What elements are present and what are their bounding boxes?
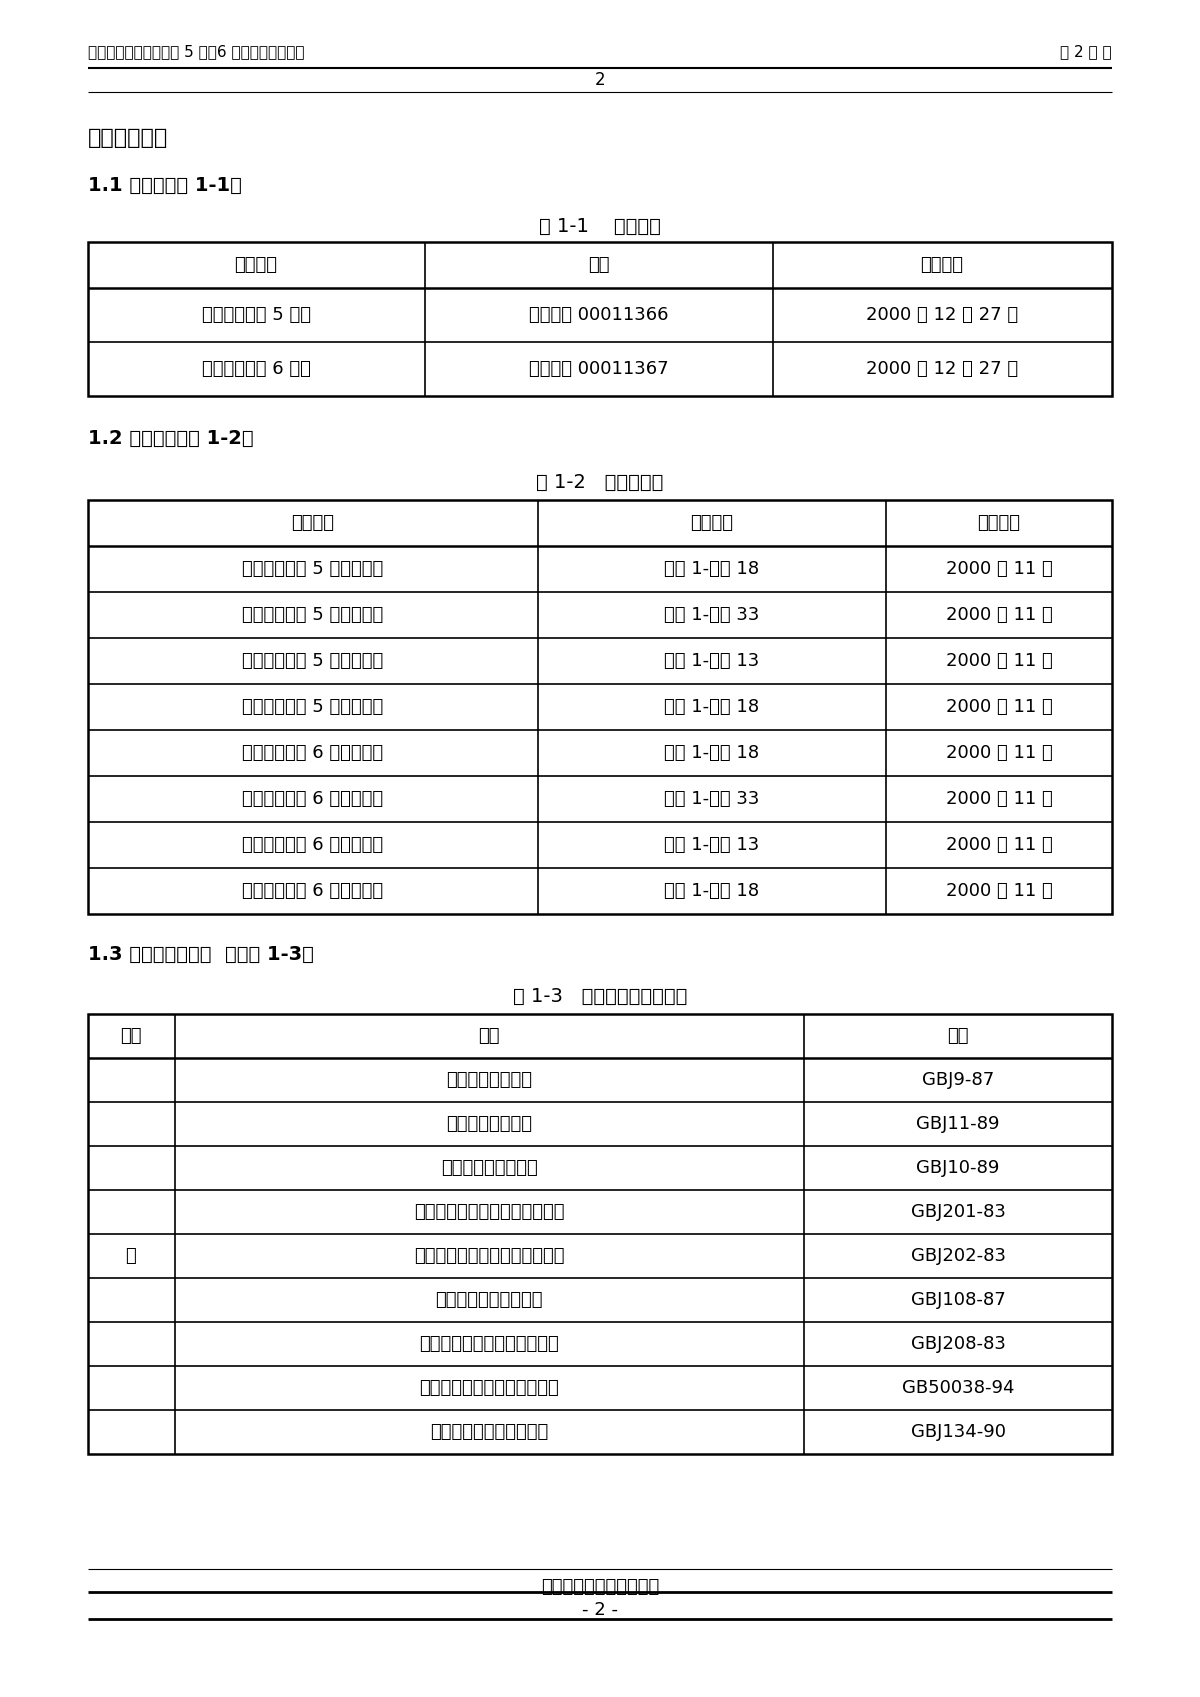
Text: 名称: 名称 (479, 1027, 499, 1045)
Text: GBJ202-83: GBJ202-83 (911, 1247, 1006, 1264)
Text: 2000 年 11 月: 2000 年 11 月 (946, 837, 1052, 854)
Text: 国: 国 (126, 1247, 137, 1264)
Text: 一、编制依据: 一、编制依据 (88, 127, 168, 148)
Text: 电施 1-电施 18: 电施 1-电施 18 (665, 697, 760, 716)
Text: 2000 年 12 月 27 日: 2000 年 12 月 27 日 (866, 360, 1018, 378)
Text: 望京花园东区 5 号楼电气图: 望京花园东区 5 号楼电气图 (242, 697, 384, 716)
Text: GBJ134-90: GBJ134-90 (911, 1424, 1006, 1441)
Text: 2000 年 11 月: 2000 年 11 月 (946, 652, 1052, 670)
Text: 土方与爆破工程施工及验收规范: 土方与爆破工程施工及验收规范 (414, 1203, 564, 1222)
Text: 2: 2 (595, 71, 605, 88)
Text: 电施 1-电施 18: 电施 1-电施 18 (665, 882, 760, 899)
Text: 2000 年 11 月: 2000 年 11 月 (946, 560, 1052, 579)
Text: 望京花园东区高教住宅 5 号、6 号楼施工组织设计: 望京花园东区高教住宅 5 号、6 号楼施工组织设计 (88, 44, 305, 59)
Bar (88, 1015, 1112, 1454)
Bar (88, 501, 1112, 915)
Text: 建施 1-建施 18: 建施 1-建施 18 (665, 743, 760, 762)
Bar (88, 243, 1112, 395)
Text: 1.1 合同（见表 1-1）: 1.1 合同（见表 1-1） (88, 175, 242, 195)
Text: 类别: 类别 (120, 1027, 142, 1045)
Text: 人民防空地下室设计规范: 人民防空地下室设计规范 (430, 1424, 548, 1441)
Text: 图纸编号: 图纸编号 (690, 514, 733, 531)
Text: 望京花园东区 6 号楼: 望京花园东区 6 号楼 (202, 360, 311, 378)
Text: 望京花园东区 5 号楼设备图: 望京花园东区 5 号楼设备图 (242, 652, 384, 670)
Text: 结施 1-结施 33: 结施 1-结施 33 (665, 606, 760, 624)
Text: 2000 年 11 月: 2000 年 11 月 (946, 791, 1052, 808)
Text: 望京花园东区 6 号楼电气图: 望京花园东区 6 号楼电气图 (242, 882, 384, 899)
Text: 望京花园东区 5 号楼结构图: 望京花园东区 5 号楼结构图 (242, 606, 384, 624)
Text: 建筑抗震设计规范: 建筑抗震设计规范 (446, 1115, 532, 1134)
Text: 设施 1-设施 13: 设施 1-设施 13 (665, 837, 760, 854)
Text: 地基与基础工程施工及验收规范: 地基与基础工程施工及验收规范 (414, 1247, 564, 1264)
Text: - 2 -: - 2 - (582, 1600, 618, 1619)
Text: 合同名称: 合同名称 (234, 256, 277, 273)
Text: 2000 年 11 月: 2000 年 11 月 (946, 743, 1052, 762)
Text: 2000 年 11 月: 2000 年 11 月 (946, 697, 1052, 716)
Text: 表 1-1    合同目录: 表 1-1 合同目录 (539, 217, 661, 236)
Text: GBJ10-89: GBJ10-89 (917, 1159, 1000, 1178)
Text: 建施 1-建施 18: 建施 1-建施 18 (665, 560, 760, 579)
Text: 2000 年 12 月 27 日: 2000 年 12 月 27 日 (866, 305, 1018, 324)
Text: GBJ108-87: GBJ108-87 (911, 1291, 1006, 1308)
Text: 建筑结构荷载规范: 建筑结构荷载规范 (446, 1071, 532, 1089)
Text: 签定日期: 签定日期 (920, 256, 964, 273)
Text: 2000 年 11 月: 2000 年 11 月 (946, 606, 1052, 624)
Text: 结施 1-结施 33: 结施 1-结施 33 (665, 791, 760, 808)
Text: 混凝土结构设计规范: 混凝土结构设计规范 (440, 1159, 538, 1178)
Text: 第 2 页 共: 第 2 页 共 (1061, 44, 1112, 59)
Text: 表 1-2   施工图目录: 表 1-2 施工图目录 (536, 472, 664, 492)
Text: 望京花园东区 6 号楼结构图: 望京花园东区 6 号楼结构图 (242, 791, 384, 808)
Text: 望京花园东区 6 号楼设备图: 望京花园东区 6 号楼设备图 (242, 837, 384, 854)
Text: 2000 年 11 月: 2000 年 11 月 (946, 882, 1052, 899)
Text: 出图日期: 出图日期 (978, 514, 1020, 531)
Text: 1.2 施工图（见表 1-2）: 1.2 施工图（见表 1-2） (88, 429, 253, 448)
Text: GBJ208-83: GBJ208-83 (911, 1336, 1006, 1353)
Text: 京合同第 00011367: 京合同第 00011367 (529, 360, 668, 378)
Text: 地下工程防水技术规范: 地下工程防水技术规范 (436, 1291, 542, 1308)
Text: 京合同第 00011366: 京合同第 00011366 (529, 305, 668, 324)
Text: 1.3 主要规程、规范  （见表 1-3）: 1.3 主要规程、规范 （见表 1-3） (88, 945, 314, 964)
Text: 地下防水工程施工及验收规范: 地下防水工程施工及验收规范 (419, 1336, 559, 1353)
Text: 望京花园东区 6 号楼建筑图: 望京花园东区 6 号楼建筑图 (242, 743, 384, 762)
Text: 图纸名称: 图纸名称 (292, 514, 335, 531)
Text: GB50038-94: GB50038-94 (901, 1380, 1014, 1397)
Text: GBJ11-89: GBJ11-89 (917, 1115, 1000, 1134)
Text: 表 1-3   主要规程、规范目录: 表 1-3 主要规程、规范目录 (512, 986, 688, 1006)
Text: 望京花园东区 5 号楼建筑图: 望京花园东区 5 号楼建筑图 (242, 560, 384, 579)
Text: GBJ201-83: GBJ201-83 (911, 1203, 1006, 1222)
Text: 编号: 编号 (588, 256, 610, 273)
Text: 编号: 编号 (947, 1027, 968, 1045)
Text: 北京市第六建筑工程公司: 北京市第六建筑工程公司 (541, 1578, 659, 1595)
Text: GBJ9-87: GBJ9-87 (922, 1071, 994, 1089)
Text: 地下防水工程施工及验收规范: 地下防水工程施工及验收规范 (419, 1380, 559, 1397)
Text: 望京花园东区 5 号楼: 望京花园东区 5 号楼 (202, 305, 311, 324)
Text: 设施 1-设施 13: 设施 1-设施 13 (665, 652, 760, 670)
